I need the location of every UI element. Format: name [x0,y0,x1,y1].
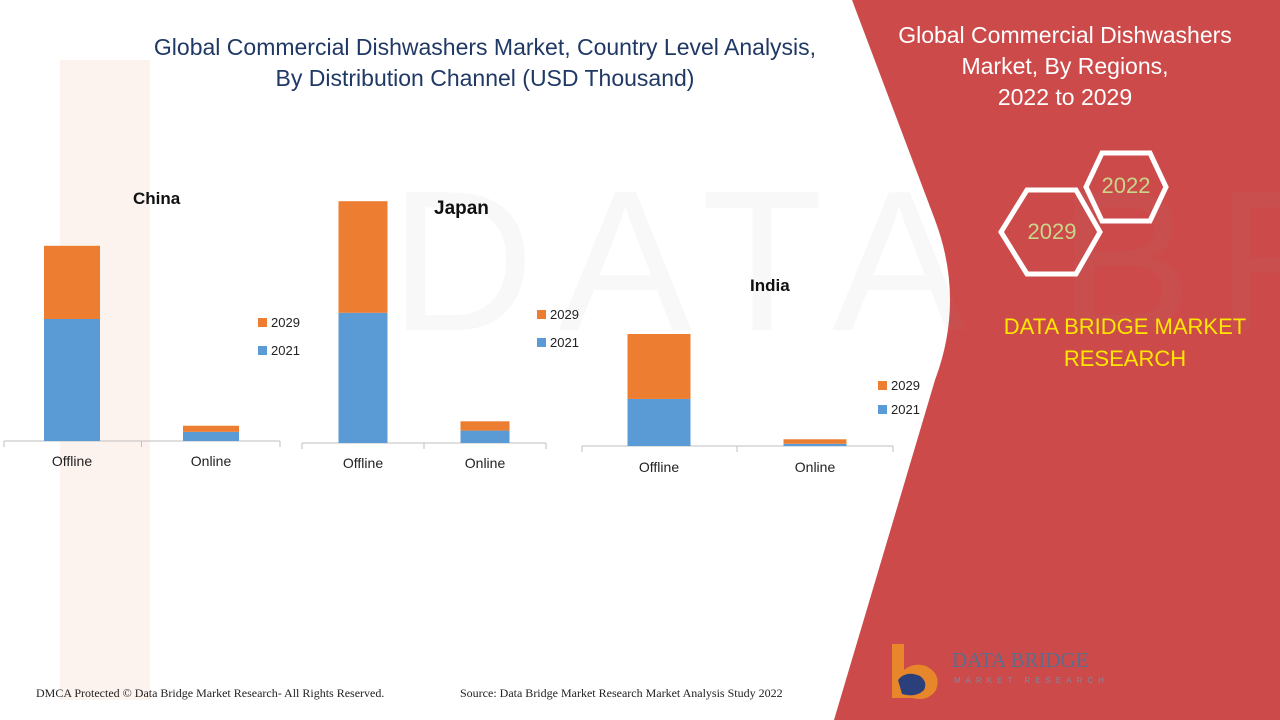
china-chart-title: China [133,189,181,208]
hex-year-2022: 2022 [1101,173,1151,198]
india-bar-offline-2029 [627,334,691,399]
india-legend-label-2029: 2029 [891,378,920,393]
india-chart-title: India [750,276,790,295]
china-tick-label-online: Online [191,453,232,469]
panel-title-line2: Market, By Regions, [961,53,1169,79]
brand-name-line1: DATA BRIDGE MARKET [1003,314,1247,339]
india-bar-offline-2021 [627,398,691,446]
china-legend-swatch-2029 [258,318,267,327]
china-legend-label-2029: 2029 [271,315,300,330]
india-bar-online-2029 [783,439,847,444]
chart-title-line1: Global Commercial Dishwashers Market, Co… [153,34,817,60]
india-tick-label-online: Online [795,459,836,475]
panel-title-line1: Global Commercial Dishwashers [898,22,1232,48]
watermark-text: DATA BRIDGE [390,150,1280,373]
india-legend-label-2021: 2021 [891,402,920,417]
hexagon-2022 [1083,150,1169,224]
india-legend-swatch-2029 [878,381,887,390]
logo-name: DATA BRIDGE [952,648,1089,672]
panel-title: Global Commercial Dishwashers Market, By… [880,20,1250,113]
source-text: Source: Data Bridge Market Research Mark… [460,686,783,700]
japan-legend-label-2021: 2021 [550,335,579,350]
brand-name: DATA BRIDGE MARKET RESEARCH [975,311,1275,375]
china-bar-offline-2029 [44,245,100,319]
japan-legend-label-2029: 2029 [550,307,579,322]
japan-tick-label-offline: Offline [343,455,383,471]
hex-year-2029: 2029 [1027,219,1077,244]
watermark-letter [60,60,150,700]
chart-title: Global Commercial Dishwashers Market, Co… [110,32,860,94]
india-tick-label-offline: Offline [639,459,679,475]
japan-legend-swatch-2029 [537,310,546,319]
japan-bar-online-2029 [460,421,510,431]
china-tick-label-offline: Offline [52,453,92,469]
japan-bar-offline-2029 [338,201,388,313]
china-bar-offline-2021 [44,319,100,441]
data-bridge-logo-icon [892,644,938,699]
china-legend-label-2021: 2021 [271,343,300,358]
logo-subtitle: MARKET RESEARCH [954,676,1109,685]
japan-legend-swatch-2021 [537,338,546,347]
red-side-panel [834,0,1280,720]
copyright-text: DMCA Protected © Data Bridge Market Rese… [36,686,385,700]
chart-title-line2: By Distribution Channel (USD Thousand) [275,65,695,91]
hexagon-2029 [998,187,1103,277]
japan-bar-online-2021 [460,430,510,443]
brand-name-line2: RESEARCH [1063,346,1187,371]
china-bar-online-2029 [183,425,239,432]
japan-tick-label-online: Online [465,455,506,471]
china-bar-online-2021 [183,431,239,441]
panel-title-line3: 2022 to 2029 [997,84,1133,110]
japan-chart-title: Japan [434,198,489,219]
china-legend-swatch-2021 [258,346,267,355]
japan-bar-offline-2021 [338,312,388,443]
india-bar-online-2021 [783,443,847,446]
india-legend-swatch-2021 [878,405,887,414]
